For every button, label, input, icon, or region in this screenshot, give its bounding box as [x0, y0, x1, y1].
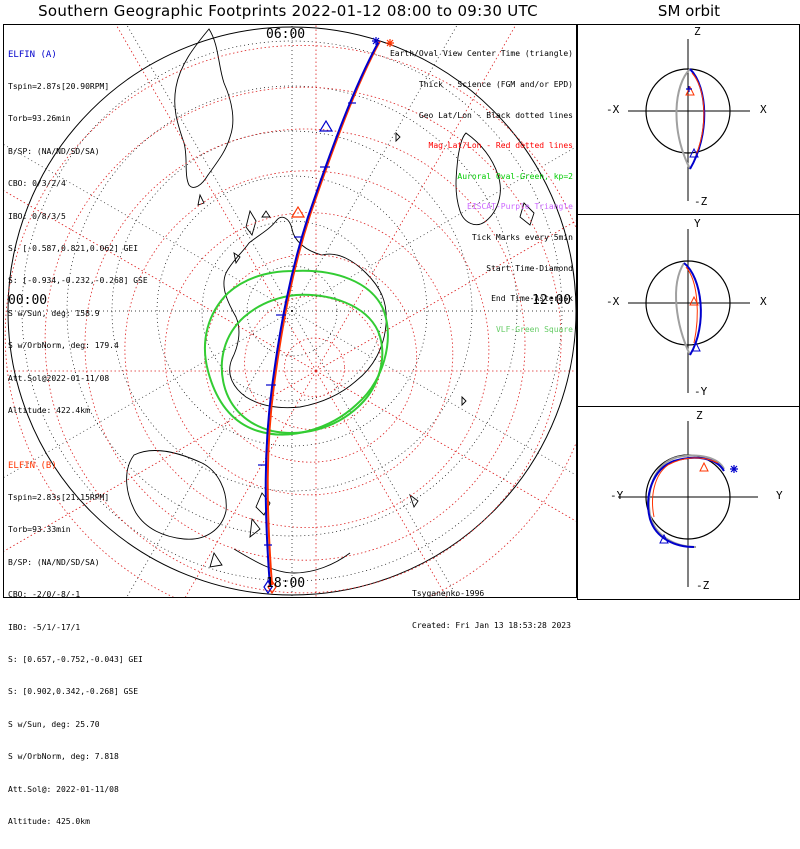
- legend-item: End Time-Asterisk: [491, 294, 573, 304]
- mag-latitude-circle: [44, 86, 562, 594]
- legend: Earth/Oval View Center Time (triangle) T…: [390, 29, 573, 356]
- sm-yz-left: -Y: [610, 489, 624, 502]
- sm-xz-top: Z: [694, 25, 701, 38]
- legend-item: Tick Marks every 5min: [471, 233, 573, 243]
- sm-xy-right: X: [760, 295, 767, 308]
- time-label-left: 00:00: [8, 293, 48, 308]
- mag-latitude-circle: [84, 128, 526, 561]
- geo-latitude-circle: [21, 40, 563, 582]
- time-label-right: 12:00: [532, 293, 572, 308]
- elfin-b-line: CBO: -2/0/-8/-1: [8, 590, 81, 600]
- geo-meridian: [291, 310, 576, 476]
- elfin-a-line: S w/Sun, deg: 158.9: [8, 308, 100, 318]
- sm-yz-right: Y: [776, 489, 783, 502]
- legend-item: Auroral Oval-Green, kp=2: [457, 171, 573, 181]
- elfin-b-trace: [266, 40, 381, 586]
- geo-meridian: [291, 146, 576, 312]
- geo-lat-lon-grid: [4, 25, 576, 597]
- mag-latitude-circle: [124, 170, 490, 528]
- sm-yz-top: Z: [696, 409, 703, 422]
- sm-panel-xz: Z -Z -X X: [577, 24, 800, 215]
- elfin-b-line: S: [0.657,-0.752,-0.043] GEI: [8, 654, 143, 664]
- geo-meridian: [126, 25, 293, 312]
- elfin-a-line: Att.Sol@2022-01-11/08: [8, 373, 110, 383]
- legend-item: Start Time-Diamond: [486, 263, 573, 273]
- geo-meridian: [291, 25, 458, 312]
- time-label-bottom: 18:00: [266, 576, 306, 591]
- footer-info: Tsyganenko-1996 Created: Fri Jan 13 18:5…: [412, 567, 571, 653]
- polar-map-panel: 06:00 00:00 12:00 18:00 ELFIN (A) Tspin=…: [3, 24, 577, 826]
- elfin-a-line: S: [-0.587,0.821,0.062] GEI: [8, 243, 139, 253]
- elfin-b-name: ELFIN (B): [8, 460, 57, 471]
- start-end-markers: [263, 37, 394, 595]
- mag-latitude-circle: [164, 212, 454, 496]
- africa-outline: [455, 132, 501, 225]
- legend-item: EISCAT-Purple Triangle: [467, 202, 573, 212]
- geo-meridian: [4, 310, 293, 478]
- elfin-b-line: S: [0.902,0.342,-0.268] GSE: [8, 687, 139, 697]
- elfin-b-line: S w/Sun, deg: 25.70: [8, 719, 100, 729]
- elfin-b-line: B/SP: (NA/ND/SD/SA): [8, 557, 100, 567]
- geo-latitude-circle: [201, 220, 383, 402]
- elfin-footprint-figure: Southern Geographic Footprints 2022-01-1…: [3, 2, 800, 826]
- elfin-a-line: S: [-0.934,-0.232,-0.268] GSE: [8, 276, 148, 286]
- elfin-b-line: S w/OrbNorm, deg: 7.818: [8, 752, 119, 762]
- elfin-a-info: ELFIN (A) Tspin=2.87s[20.90RPM] Torb=93.…: [8, 28, 148, 438]
- elfin-a-line: Torb=93.26min: [8, 114, 71, 124]
- geo-meridian: [4, 144, 293, 312]
- model-label: Tsyganenko-1996: [412, 588, 485, 598]
- elfin-b-line: Tspin=2.83s[21.15RPM]: [8, 492, 110, 502]
- elfin-a-line: B/SP: (NA/ND/SD/SA): [8, 146, 100, 156]
- sm-panel-xy: Y -Y -X X: [577, 214, 800, 407]
- sm-xy-bottom: -Y: [694, 385, 708, 398]
- sm-xz-left: -X: [606, 103, 620, 116]
- elfin-a-line: Tspin=2.87s[20.90RPM]: [8, 81, 110, 91]
- mag-latitude-circle: [284, 337, 345, 398]
- elfin-a-trace: [264, 42, 379, 588]
- trace-tick-marks: [258, 102, 356, 546]
- elfin-a-line: IBO: 0/8/3/5: [8, 211, 66, 221]
- created-label: Created: Fri Jan 13 18:53:28 2023: [412, 620, 571, 630]
- legend-item: Thick - Science (FGM and/or EPD): [418, 80, 573, 90]
- elfin-b-center-triangle: [290, 205, 306, 218]
- sm-orbit-title: SM orbit: [657, 2, 721, 20]
- sm-xz-bottom: -Z: [694, 195, 708, 208]
- legend-item: VLF-Green Square: [495, 324, 573, 334]
- elfin-b-line: Torb=93.33min: [8, 525, 71, 535]
- antarctica-outline: [223, 216, 387, 409]
- elfin-a-line: Altitude: 422.4km: [8, 405, 90, 415]
- elfin-a-center-triangle: [318, 119, 334, 132]
- australia-outline: [126, 449, 227, 540]
- mag-latitude-circle: [4, 45, 576, 597]
- geo-latitude-circle: [156, 175, 428, 447]
- continent-outlines: [126, 28, 535, 574]
- legend-item: Earth/Oval View Center Time (triangle): [389, 49, 573, 59]
- geo-meridian: [126, 310, 293, 597]
- figure-title: Southern Geographic Footprints 2022-01-1…: [38, 2, 538, 20]
- time-label-top: 06:00: [266, 27, 306, 42]
- auroral-oval-inner: [220, 293, 384, 434]
- elfin-b-info: ELFIN (B) Tspin=2.83s[21.15RPM] Torb=93.…: [8, 439, 143, 849]
- legend-item: Mag Lat/Lon - Red dotted lines: [428, 141, 574, 151]
- elfin-b-line: Att.Sol@: 2022-01-11/08: [8, 784, 119, 794]
- sm-xy-left: -X: [606, 295, 620, 308]
- elfin-a-name: ELFIN (A): [8, 49, 57, 60]
- sm-panel-yz: Z -Z -Y Y: [577, 406, 800, 600]
- sm-xz-right: X: [760, 103, 767, 116]
- elfin-a-line: S w/OrbNorm, deg: 179.4: [8, 341, 119, 351]
- sm-yz-bottom: -Z: [696, 579, 710, 592]
- polar-map: [4, 25, 576, 597]
- legend-item: Geo Lat/Lon - Black dotted lines: [418, 110, 573, 120]
- elfin-b-line: IBO: -5/1/-17/1: [8, 622, 81, 632]
- elfin-b-line: Altitude: 425.0km: [8, 816, 90, 826]
- south-america-outline: [174, 28, 234, 188]
- elfin-a-line: CBO: 0/3/2/4: [8, 179, 66, 189]
- geo-meridian: [291, 310, 458, 597]
- sm-xy-top: Y: [694, 217, 701, 230]
